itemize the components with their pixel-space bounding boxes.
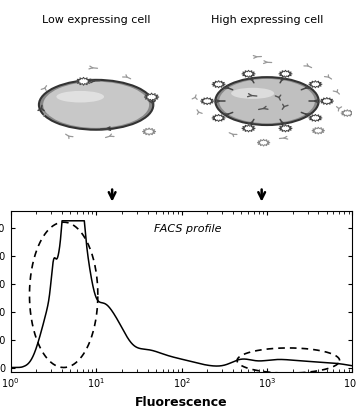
Polygon shape <box>312 127 325 134</box>
Polygon shape <box>341 109 354 116</box>
Polygon shape <box>212 114 225 121</box>
Polygon shape <box>242 70 255 78</box>
Polygon shape <box>257 139 270 146</box>
Polygon shape <box>309 81 322 88</box>
Ellipse shape <box>39 80 153 130</box>
X-axis label: Fluorescence: Fluorescence <box>135 396 228 409</box>
Text: High expressing cell: High expressing cell <box>211 15 323 25</box>
Polygon shape <box>76 77 91 85</box>
Polygon shape <box>212 81 225 88</box>
Ellipse shape <box>215 77 319 125</box>
Polygon shape <box>142 128 156 135</box>
Polygon shape <box>309 114 322 121</box>
Ellipse shape <box>43 82 149 128</box>
Polygon shape <box>279 70 292 78</box>
Ellipse shape <box>56 91 104 102</box>
Polygon shape <box>320 97 334 105</box>
Text: Low expressing cell: Low expressing cell <box>42 15 150 25</box>
Polygon shape <box>200 97 214 105</box>
Polygon shape <box>144 93 159 101</box>
Ellipse shape <box>231 88 274 99</box>
Text: FACS profile: FACS profile <box>154 224 222 234</box>
Polygon shape <box>279 125 292 132</box>
Ellipse shape <box>219 79 315 123</box>
Polygon shape <box>242 125 255 132</box>
